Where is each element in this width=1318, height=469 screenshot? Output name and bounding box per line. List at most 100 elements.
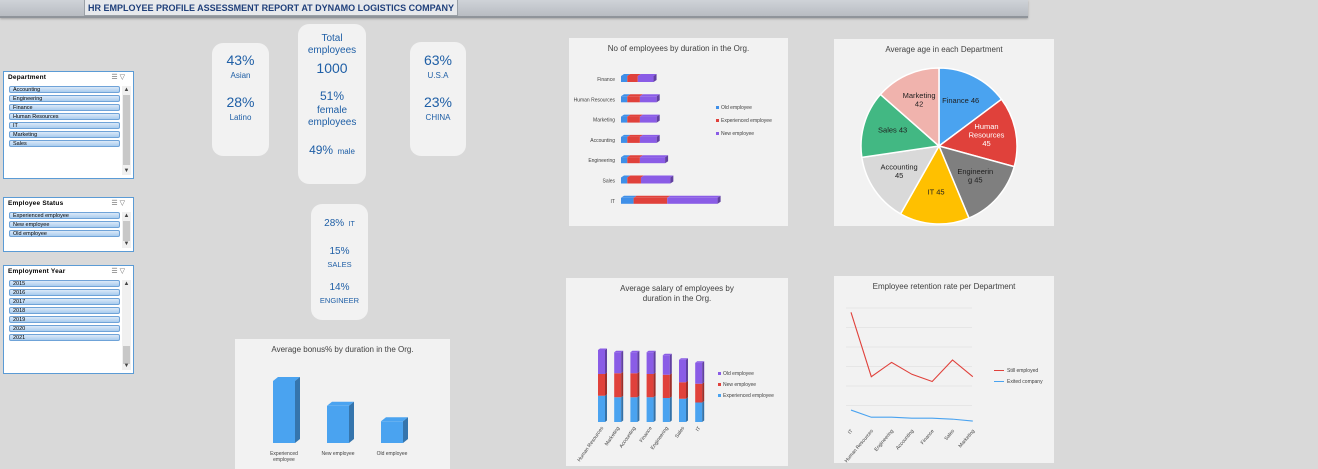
salary-bar-side <box>653 350 656 374</box>
status-slicer-scrollbar[interactable]: ▲ ▼ <box>122 212 131 248</box>
latino-label: Latino <box>229 113 252 122</box>
bar-top <box>627 155 643 158</box>
retention-line-chart[interactable]: Employee retention rate per Department S… <box>834 276 1054 464</box>
department-slicer-items: Accounting Engineering Finance Human Resour… <box>9 86 120 149</box>
salary-category-label: Finance <box>639 426 654 444</box>
scroll-up-icon[interactable]: ▲ <box>123 87 130 93</box>
employment-year-slicer[interactable]: Employment Year ☰▽ 2015 2016 2017 2018 2019 2… <box>3 265 134 374</box>
department-slicer-scrollbar[interactable]: ▲ ▼ <box>122 86 131 175</box>
bar-segment <box>633 197 668 204</box>
year-option[interactable]: 2015 <box>9 280 120 287</box>
scroll-up-icon[interactable]: ▲ <box>123 213 130 219</box>
bonus-chart-title: Average bonus% by duration in the Org. <box>271 345 414 354</box>
bar-top <box>633 195 671 198</box>
year-option[interactable]: 2016 <box>9 289 120 296</box>
clear-filter-icon[interactable]: ▽ <box>119 268 127 275</box>
bar-top <box>621 155 631 158</box>
department-option[interactable]: Human Resources <box>9 113 120 120</box>
salary-bar-side <box>653 395 656 422</box>
salary-bar-segment <box>598 350 605 374</box>
salary-bar-segment <box>662 355 670 375</box>
it-label: IT <box>348 221 355 228</box>
bonus-bar-chart[interactable]: Average bonus% by duration in the Org. E… <box>235 339 450 469</box>
bar-segment <box>639 157 666 164</box>
salary-bar-segment <box>662 374 670 398</box>
salary-bar-segment <box>679 382 686 399</box>
retention-category-label: Marketing <box>958 428 977 449</box>
bonus-bar <box>327 405 349 443</box>
department-option[interactable]: IT <box>9 122 120 129</box>
bar-segment <box>639 136 657 143</box>
scroll-thumb[interactable] <box>123 221 130 241</box>
salary-bar-side <box>686 358 688 383</box>
bar-top <box>621 195 637 198</box>
bar-top <box>639 155 669 158</box>
department-option[interactable]: Marketing <box>9 131 120 138</box>
department-option[interactable]: Engineering <box>9 95 120 102</box>
status-option[interactable]: Old employee <box>9 230 120 237</box>
salary-bar-chart[interactable]: Average salary of employees by duration … <box>566 278 788 466</box>
bar-top <box>667 195 721 198</box>
salary-bar-side <box>702 401 705 422</box>
age-pie-chart[interactable]: Average age in each Department Finance 4… <box>834 39 1054 226</box>
clear-filter-icon[interactable]: ▽ <box>119 74 127 81</box>
bar-side <box>665 155 669 164</box>
status-option[interactable]: New employee <box>9 221 120 228</box>
legend-swatch <box>716 106 719 109</box>
salary-category-label: Sales <box>674 425 686 439</box>
year-option[interactable]: 2017 <box>9 298 120 305</box>
salary-bar-top <box>646 350 656 353</box>
sales-pct: 15% <box>329 246 350 257</box>
duration-bar-chart[interactable]: No of employees by duration in the Org. … <box>569 38 788 226</box>
salary-bar-segment <box>614 373 622 398</box>
salary-category-label: Human Resources <box>576 425 605 463</box>
year-option[interactable]: 2018 <box>9 307 120 314</box>
year-option[interactable]: 2020 <box>9 325 120 332</box>
department-slicer[interactable]: Department ☰▽ Accounting Engineering Finan… <box>3 71 134 179</box>
employee-status-slicer[interactable]: Employee Status ☰▽ Experienced employee N… <box>3 197 134 252</box>
year-option[interactable]: 2021 <box>9 334 120 341</box>
scroll-thumb[interactable] <box>123 346 130 364</box>
pie-label: IT 45 <box>928 187 945 196</box>
department-option[interactable]: Sales <box>9 140 120 147</box>
bar-segment <box>621 177 628 184</box>
clear-filter-icon[interactable]: ▽ <box>119 200 127 207</box>
bar-segment <box>627 116 640 123</box>
legend-swatch <box>716 119 719 122</box>
scroll-down-icon[interactable]: ▼ <box>123 241 130 247</box>
year-slicer-title: Employment Year <box>8 268 66 275</box>
legend-label: Experienced employee <box>721 118 772 124</box>
year-slicer-scrollbar[interactable]: ▲ ▼ <box>122 280 131 370</box>
status-option[interactable]: Experienced employee <box>9 212 120 219</box>
total-value: 1000 <box>316 60 348 76</box>
asian-label: Asian <box>230 71 251 80</box>
year-option[interactable]: 2019 <box>9 316 120 323</box>
pie-label: Sales 43 <box>878 125 907 134</box>
title-bar: HR EMPLOYEE PROFILE ASSESSMENT REPORT AT… <box>0 0 1028 18</box>
legend-label: New employee <box>723 382 756 388</box>
multi-select-icon[interactable]: ☰ <box>111 268 120 275</box>
pie-label: Engineerin g 45 <box>957 167 993 185</box>
department-option[interactable]: Finance <box>9 104 120 111</box>
salary-bar-segment <box>662 398 670 422</box>
salary-bar-side <box>637 395 640 422</box>
multi-select-icon[interactable]: ☰ <box>111 200 120 207</box>
department-option[interactable]: Accounting <box>9 86 120 93</box>
bar-segment <box>621 116 628 123</box>
salary-category-label: Accounting <box>618 426 637 450</box>
salary-bar-top <box>679 358 688 360</box>
total-label: Total employees <box>307 33 357 56</box>
scroll-down-icon[interactable]: ▼ <box>123 363 130 369</box>
pie-slice <box>860 145 941 215</box>
pie-label-line: 42 <box>915 99 923 108</box>
pie-label-line: 45 <box>895 171 903 180</box>
pie-label-line: 45 <box>982 139 990 148</box>
bar-top <box>621 94 631 97</box>
salary-bar-segment <box>614 352 622 374</box>
bar-top <box>639 94 660 97</box>
scroll-thumb[interactable] <box>123 95 130 165</box>
scroll-up-icon[interactable]: ▲ <box>123 281 130 287</box>
multi-select-icon[interactable]: ☰ <box>111 74 120 81</box>
scroll-down-icon[interactable]: ▼ <box>123 168 130 174</box>
salary-bar-side <box>637 371 640 398</box>
